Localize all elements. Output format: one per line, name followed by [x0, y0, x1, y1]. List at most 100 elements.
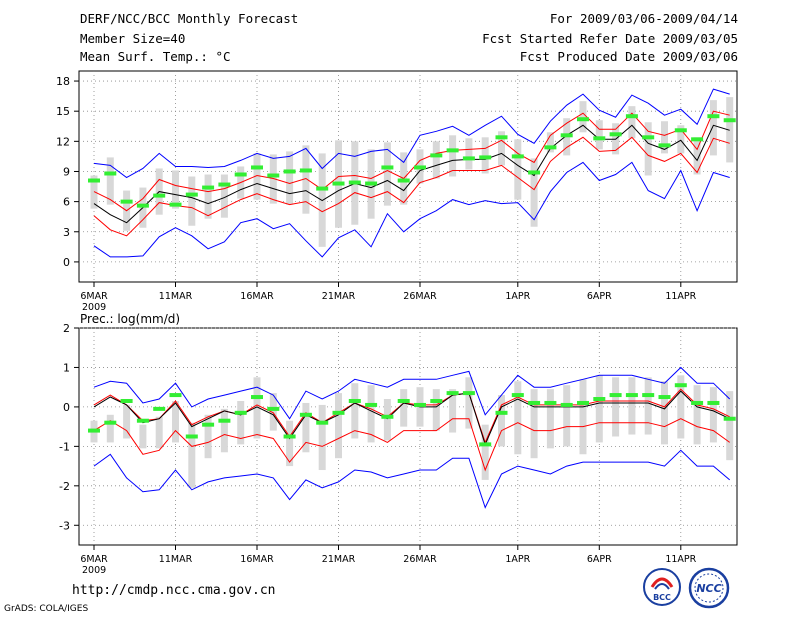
temp-median-marker — [120, 199, 133, 204]
prec-spread-box — [579, 379, 587, 455]
temp-ytick-label: 15 — [56, 105, 70, 118]
temp-ytick-label: 6 — [63, 196, 70, 209]
prec-spread-box — [220, 408, 228, 453]
temp-year-label: 2009 — [82, 302, 106, 313]
prec-spread-box — [595, 375, 603, 443]
temp-median-marker — [332, 181, 345, 186]
temp-median-marker — [365, 181, 378, 186]
bcc-logo: BCC — [643, 568, 681, 606]
prec-median-marker — [723, 416, 736, 421]
temp-mean-plus-sd-line — [93, 110, 730, 212]
temp-median-marker — [544, 145, 557, 150]
temp-median-marker — [625, 114, 638, 119]
temp-panel: 0 3 6 9 12 15 18 6MAR 11MAR 16MAR 21MAR 26MAR 1APR 6A… — [56, 70, 738, 313]
temp-spread-box — [579, 101, 587, 133]
prec-median-marker — [169, 393, 182, 398]
prec-xtick-label: 11APR — [665, 554, 696, 565]
prec-spread-box — [237, 400, 245, 445]
temp-ytick-label: 3 — [63, 226, 70, 239]
prec-median-marker — [316, 420, 329, 425]
prec-median-marker — [560, 402, 573, 407]
prec-spread-box — [498, 395, 505, 447]
prec-spread-box — [367, 385, 375, 443]
temp-median-marker — [446, 148, 459, 153]
prec-median-marker — [511, 393, 524, 398]
prec-median-marker — [462, 391, 475, 396]
prec-median-marker — [348, 398, 361, 403]
temp-xtick-label: 16MAR — [240, 291, 274, 302]
temp-xtick-label: 21MAR — [322, 291, 356, 302]
prec-spread-box — [563, 385, 571, 447]
temp-spread-box — [253, 153, 261, 200]
prec-median-marker — [267, 406, 280, 411]
prec-mean-plus-sd-line — [93, 388, 730, 444]
prec-xtick-label: 16MAR — [240, 554, 274, 565]
prec-spread-box — [318, 404, 326, 471]
temp-median-marker — [593, 136, 606, 141]
grads-credit: GrADS: COLA/IGES — [4, 604, 89, 614]
forecast-produced-date: Fcst Produced Date 2009/03/06 — [519, 49, 738, 64]
temp-median-marker — [707, 114, 720, 119]
prec-median-marker — [299, 412, 312, 417]
prec-spread-box — [335, 393, 342, 459]
prec-spread-box — [709, 387, 717, 443]
temp-median-marker — [642, 135, 655, 140]
prec-spread-box — [481, 424, 489, 480]
temp-ytick-label: 9 — [63, 165, 70, 178]
prec-median-marker — [625, 393, 638, 398]
prec-median-marker — [577, 400, 589, 405]
temp-spread-box — [302, 145, 310, 214]
prec-median-marker — [251, 395, 263, 400]
temp-ytick-label: 12 — [56, 135, 70, 148]
prec-median-marker — [120, 398, 133, 403]
temp-min-line — [93, 161, 730, 258]
prec-max-line — [93, 366, 731, 420]
prec-median-marker — [479, 442, 492, 447]
temp-median-marker — [316, 186, 329, 191]
prec-xtick-label: 6MAR — [80, 554, 108, 565]
temp-xtick-label: 26MAR — [403, 291, 437, 302]
prec-median-marker — [544, 400, 557, 405]
temp-xtick-label: 11MAR — [159, 291, 193, 302]
prec-mean-minus-sd-line — [93, 418, 730, 472]
temp-median-marker — [723, 118, 736, 123]
temp-median-marker — [381, 165, 394, 170]
temp-spread-box — [220, 174, 228, 218]
variable-label: Mean Surf. Temp.: °C — [80, 49, 231, 64]
temp-median-marker — [202, 185, 215, 190]
prec-median-marker — [234, 410, 247, 415]
temp-median-marker — [153, 193, 166, 198]
chart-title: DERF/NCC/BCC Monthly Forecast — [80, 11, 299, 26]
prec-spread-box — [172, 400, 179, 443]
temp-median-marker — [169, 202, 182, 207]
prec-spread-box — [465, 377, 473, 429]
temp-median-marker — [136, 203, 149, 208]
temp-median-marker — [218, 182, 231, 187]
prec-year-label: 2009 — [82, 565, 106, 576]
temp-median-marker — [495, 135, 508, 140]
forecast-started-date: Fcst Started Refer Date 2009/03/05 — [482, 31, 738, 46]
prec-ytick-label: -2 — [59, 480, 70, 493]
temp-spread-box — [530, 158, 538, 227]
prec-xtick-label: 26MAR — [403, 554, 437, 565]
prec-median-marker — [381, 414, 394, 419]
prec-spread-box — [383, 399, 391, 441]
temp-spread-box — [106, 157, 114, 205]
prec-median-marker — [430, 398, 443, 403]
prec-median-marker — [332, 410, 345, 415]
prec-spread-box — [106, 414, 114, 443]
temp-spread-box — [188, 176, 196, 226]
temp-median-marker — [691, 137, 704, 142]
temp-spread-box — [546, 132, 554, 153]
prec-xtick-label: 1APR — [505, 554, 530, 565]
prec-spread-box — [432, 389, 440, 431]
temp-mean-line — [93, 124, 730, 224]
temp-xtick-label: 6APR — [587, 291, 612, 302]
prec-median-marker — [202, 422, 215, 427]
temp-mean-minus-sd-line — [93, 136, 730, 237]
prec-xtick-label: 6APR — [587, 554, 612, 565]
temp-spread-box — [481, 137, 489, 174]
temp-spread-box — [514, 139, 522, 200]
temp-spread-box — [172, 170, 179, 209]
source-url[interactable]: http://cmdp.ncc.cma.gov.cn — [72, 583, 276, 598]
